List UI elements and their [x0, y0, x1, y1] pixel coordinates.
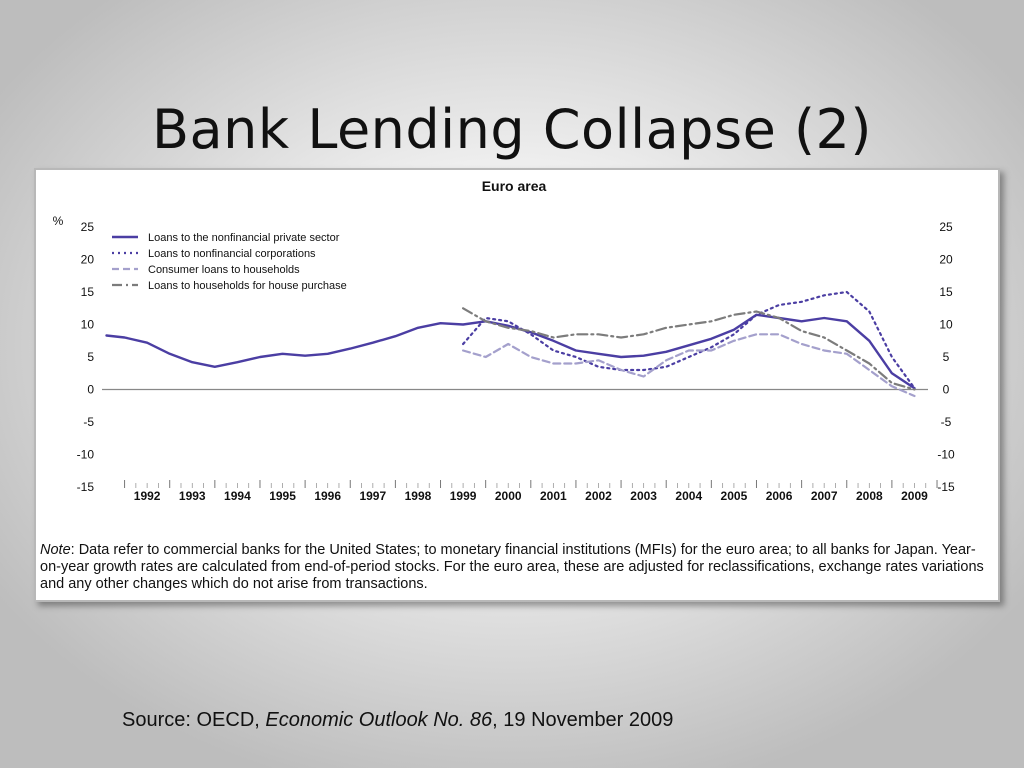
x-tick-label: 2007: [811, 489, 838, 503]
y-tick-label-right: -5: [941, 415, 952, 429]
y-tick-label-left: -5: [83, 415, 94, 429]
x-tick-label: 2009: [901, 489, 928, 503]
x-tick-label: 2003: [630, 489, 657, 503]
x-tick-label: 1997: [359, 489, 386, 503]
y-tick-label-right: -15: [937, 480, 955, 494]
x-tick-label: 2006: [766, 489, 793, 503]
x-tick-label: 2004: [675, 489, 702, 503]
y-tick-label-right: 25: [939, 220, 953, 234]
y-tick-label-left: 10: [81, 318, 95, 332]
y-tick-label-right: -10: [937, 448, 955, 462]
y-tick-label-left: 0: [87, 383, 94, 397]
line-chart: Euro area % 25 25 20 20 15 15 10 10 5 5 0 0 -5 -5 -10 -…: [53, 178, 955, 503]
y-tick-label-left: -10: [77, 448, 95, 462]
series-line-2: [462, 290, 916, 390]
y-tick-label-left: 15: [81, 285, 95, 299]
y-tick-label-right: 0: [943, 383, 950, 397]
note-label: Note: [40, 542, 71, 558]
source-prefix: Source: OECD,: [122, 709, 266, 731]
x-tick-label: 2001: [540, 489, 567, 503]
x-tick-label: 1999: [450, 489, 477, 503]
legend-label: Loans to nonfinancial corporations: [148, 248, 316, 260]
y-tick-label-left: -15: [77, 480, 95, 494]
y-tick-label-left: 25: [81, 220, 95, 234]
x-tick-label: 2005: [721, 489, 748, 503]
slide-title: Bank Lending Collapse (2): [152, 98, 872, 162]
y-tick-label-right: 5: [943, 350, 950, 364]
legend-label: Loans to the nonfinancial private sector: [148, 232, 340, 244]
y-tick-label-right: 20: [939, 253, 953, 267]
series-line-4: [462, 307, 916, 391]
x-tick-label: 1994: [224, 489, 251, 503]
x-tick-label: 2000: [495, 489, 522, 503]
source-suffix: , 19 November 2009: [492, 709, 674, 731]
y-tick-label-left: 20: [81, 253, 95, 267]
legend-label: Loans to households for house purchase: [148, 280, 347, 292]
x-tick-label: 1993: [179, 489, 206, 503]
y-tick-label-right: 10: [939, 318, 953, 332]
y-tick-label-left: 5: [87, 350, 94, 364]
series-line-3: [462, 333, 916, 398]
chart-title: Euro area: [482, 178, 547, 194]
source-citation: Source: OECD, Economic Outlook No. 86, 1…: [122, 709, 673, 732]
x-tick-label: 1996: [314, 489, 341, 503]
y-tick-label-right: 15: [939, 285, 953, 299]
x-tick-label: 1995: [269, 489, 296, 503]
y-axis-unit-label: %: [53, 214, 64, 228]
x-tick-label: 2002: [585, 489, 612, 503]
x-tick-label: 1992: [134, 489, 161, 503]
chart-figure: Euro area % 25 25 20 20 15 15 10 10 5 5 0 0 -5 -5 -10 -…: [34, 168, 1000, 602]
x-tick-label: 1998: [405, 489, 432, 503]
chart-note: Note: Data refer to commercial banks for…: [40, 542, 994, 593]
x-tick-label: 2008: [856, 489, 883, 503]
note-text: : Data refer to commercial banks for the…: [40, 542, 984, 592]
legend-label: Consumer loans to households: [148, 264, 300, 276]
source-publication: Economic Outlook No. 86: [265, 709, 493, 731]
